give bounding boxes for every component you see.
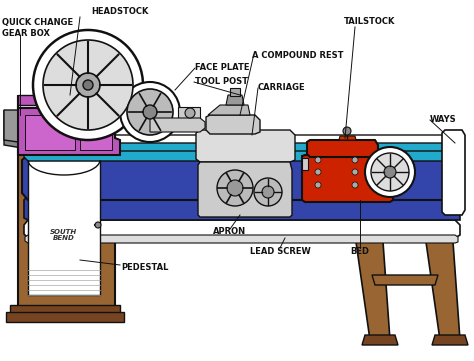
Text: TOOL POST: TOOL POST	[195, 78, 248, 87]
Text: WAYS: WAYS	[430, 116, 456, 125]
Circle shape	[185, 108, 195, 118]
Polygon shape	[18, 138, 115, 310]
Circle shape	[83, 80, 93, 90]
Circle shape	[371, 153, 409, 191]
Polygon shape	[14, 135, 120, 142]
Circle shape	[217, 170, 253, 206]
Text: LEAD SCREW: LEAD SCREW	[250, 248, 310, 257]
Polygon shape	[208, 105, 250, 115]
Circle shape	[352, 157, 358, 163]
Polygon shape	[432, 335, 468, 345]
Polygon shape	[350, 200, 390, 340]
Polygon shape	[25, 115, 75, 150]
Polygon shape	[28, 160, 100, 295]
Circle shape	[254, 178, 282, 206]
Circle shape	[76, 73, 100, 97]
Circle shape	[33, 30, 143, 140]
Polygon shape	[6, 312, 124, 322]
Circle shape	[95, 222, 101, 228]
Polygon shape	[362, 335, 398, 345]
Circle shape	[262, 186, 274, 198]
Circle shape	[315, 182, 321, 188]
Text: FACE PLATE: FACE PLATE	[195, 64, 249, 73]
Text: TAILSTOCK: TAILSTOCK	[344, 17, 396, 26]
Polygon shape	[22, 135, 460, 143]
Circle shape	[143, 105, 157, 119]
Polygon shape	[24, 220, 460, 238]
Bar	[230, 88, 240, 96]
Polygon shape	[25, 235, 458, 243]
Circle shape	[120, 82, 180, 142]
Polygon shape	[22, 155, 462, 200]
Text: QUICK CHANGE
GEAR BOX: QUICK CHANGE GEAR BOX	[2, 18, 73, 38]
Bar	[178, 107, 200, 119]
Polygon shape	[4, 110, 22, 142]
Polygon shape	[307, 140, 378, 157]
Polygon shape	[24, 140, 458, 151]
Polygon shape	[372, 275, 438, 285]
Polygon shape	[4, 110, 22, 148]
Circle shape	[227, 180, 243, 196]
Polygon shape	[18, 95, 120, 105]
Polygon shape	[10, 305, 120, 315]
Text: PEDESTAL: PEDESTAL	[121, 264, 169, 273]
Circle shape	[352, 182, 358, 188]
Polygon shape	[420, 200, 460, 340]
Text: APRON: APRON	[213, 227, 246, 236]
Circle shape	[384, 166, 396, 178]
Text: SOUTH
BEND: SOUTH BEND	[50, 229, 78, 242]
Polygon shape	[150, 118, 205, 132]
Circle shape	[43, 40, 133, 130]
Text: A COMPOUND REST: A COMPOUND REST	[252, 51, 344, 60]
Circle shape	[365, 147, 415, 197]
Polygon shape	[226, 95, 244, 105]
Polygon shape	[24, 150, 460, 161]
Circle shape	[127, 89, 173, 135]
Polygon shape	[348, 195, 462, 205]
Polygon shape	[302, 158, 308, 170]
Polygon shape	[206, 115, 260, 134]
Circle shape	[343, 127, 351, 135]
Circle shape	[315, 157, 321, 163]
Text: HEADSTOCK: HEADSTOCK	[91, 8, 149, 17]
Circle shape	[315, 169, 321, 175]
Text: CARRIAGE: CARRIAGE	[258, 83, 306, 92]
Polygon shape	[196, 130, 295, 162]
Polygon shape	[302, 155, 393, 202]
Text: BED: BED	[350, 248, 370, 257]
Circle shape	[352, 169, 358, 175]
Polygon shape	[18, 95, 120, 155]
Polygon shape	[442, 130, 465, 215]
Polygon shape	[339, 136, 356, 140]
Polygon shape	[24, 195, 460, 220]
Polygon shape	[80, 115, 112, 150]
Polygon shape	[198, 162, 292, 217]
